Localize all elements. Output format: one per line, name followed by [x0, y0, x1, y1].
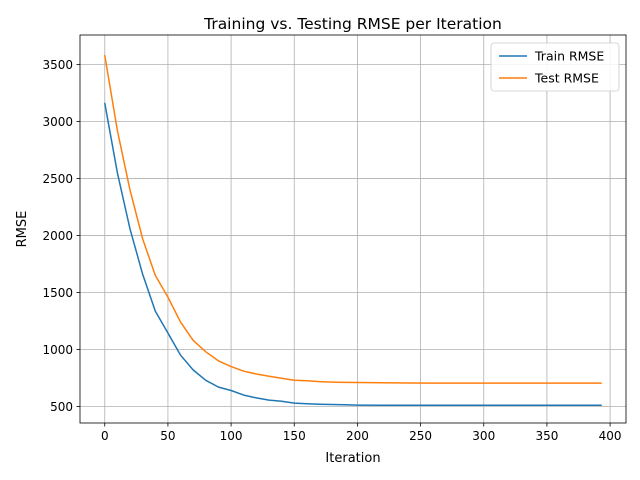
train-rmse-line	[104, 102, 602, 407]
y-axis-ticks: 500 1000 1500 2000 2500 3000 3500	[42, 58, 80, 414]
plot-area	[80, 35, 626, 423]
x-tick-label: 200	[346, 429, 369, 443]
x-tick-label: 50	[160, 429, 175, 443]
x-tick-label: 0	[101, 429, 109, 443]
x-tick-label: 150	[283, 429, 306, 443]
legend-label-test: Test RMSE	[534, 71, 599, 86]
test-rmse-line	[104, 54, 602, 384]
y-tick-label: 2000	[42, 229, 73, 243]
x-axis-ticks: 0 50 100 150 200 250 300 350 400	[101, 423, 622, 443]
x-tick-label: 300	[472, 429, 495, 443]
grid-lines	[80, 35, 626, 423]
y-tick-label: 1000	[42, 343, 73, 357]
x-axis-label: Iteration	[325, 451, 380, 466]
y-tick-label: 3000	[42, 115, 73, 129]
y-tick-label: 1500	[42, 286, 73, 300]
x-tick-label: 250	[409, 429, 432, 443]
x-tick-label: 400	[599, 429, 622, 443]
y-tick-label: 500	[50, 400, 73, 414]
series-lines	[104, 54, 602, 407]
y-tick-label: 2500	[42, 172, 73, 186]
x-tick-label: 100	[220, 429, 243, 443]
legend: Train RMSE Test RMSE	[490, 42, 620, 92]
y-tick-label: 3500	[42, 58, 73, 72]
legend-box	[490, 42, 620, 92]
x-tick-label: 350	[535, 429, 558, 443]
y-axis-label: RMSE	[15, 211, 30, 248]
plot-frame	[79, 34, 627, 424]
chart-title: Training vs. Testing RMSE per Iteration	[203, 15, 502, 33]
legend-label-train: Train RMSE	[534, 49, 604, 64]
